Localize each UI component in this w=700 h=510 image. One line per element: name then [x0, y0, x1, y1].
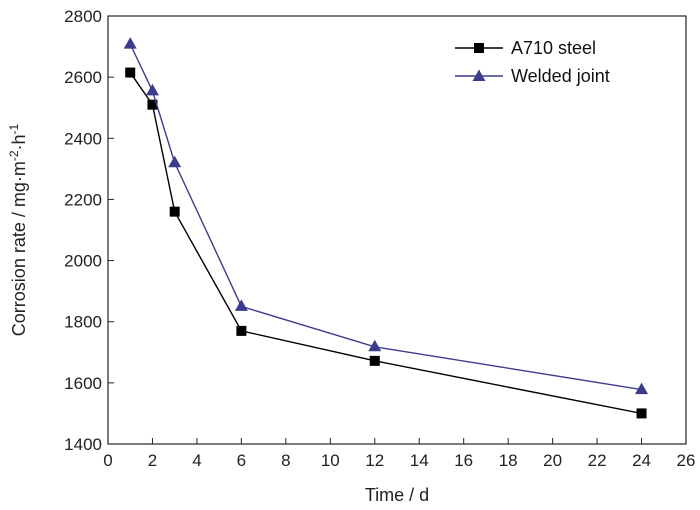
y-tick-label: 2200 [64, 190, 102, 209]
series-line-a710-steel [129, 72, 642, 415]
x-tick-label: 26 [677, 451, 696, 470]
series-layer [123, 37, 649, 419]
x-tick-label: 6 [237, 451, 246, 470]
data-point-a710-steel [369, 355, 380, 366]
data-point-welded-joint [168, 155, 182, 168]
x-tick-label: 8 [281, 451, 290, 470]
y-tick-label: 1800 [64, 313, 102, 332]
x-tick-label: 2 [148, 451, 157, 470]
y-axis-title-sup-2: -1 [7, 123, 21, 134]
data-point-welded-joint [635, 382, 649, 395]
y-tick-label: 2400 [64, 129, 102, 148]
data-point-welded-joint [234, 299, 248, 311]
plot-frame [107, 15, 687, 445]
series-line-welded-joint [129, 43, 642, 391]
y-axis-title-mid: ·h [9, 134, 29, 150]
data-point-a710-steel [169, 206, 180, 217]
y-axis: 1400 1600 1800 2000 2200 2400 2600 2800 [64, 7, 114, 454]
legend-marker-square [474, 43, 484, 53]
y-axis-title: Corrosion rate / mg·m-2·h-1 [7, 123, 29, 336]
y-tick-label: 2600 [64, 68, 102, 87]
x-tick-label: 0 [103, 451, 112, 470]
data-point-welded-joint [123, 37, 137, 49]
x-tick-label: 12 [365, 451, 384, 470]
y-axis-title-main: Corrosion rate / mg·m [9, 161, 29, 336]
data-point-welded-joint [368, 339, 382, 352]
x-tick-label: 22 [588, 451, 607, 470]
x-axis-title: Time / d [365, 485, 429, 505]
data-point-a710-steel [236, 325, 247, 336]
legend-label-a710: A710 steel [511, 38, 596, 58]
legend-marker-triangle [472, 69, 486, 81]
x-tick-label: 24 [632, 451, 651, 470]
data-point-a710-steel [147, 99, 158, 110]
data-point-a710-steel [636, 408, 647, 419]
x-axis: 0 2 4 6 8 10 12 14 16 18 20 22 24 26 [103, 438, 695, 470]
y-tick-label: 1600 [64, 374, 102, 393]
legend-label-welded: Welded joint [511, 66, 610, 86]
x-tick-label: 20 [543, 451, 562, 470]
y-tick-label: 2800 [64, 7, 102, 26]
y-tick-label: 2000 [64, 252, 102, 271]
y-tick-label: 1400 [64, 435, 102, 454]
y-axis-title-sup-1: -2 [7, 150, 21, 161]
x-tick-label: 4 [192, 451, 201, 470]
legend-item-welded-joint: Welded joint [455, 66, 610, 86]
x-tick-label: 18 [499, 451, 518, 470]
data-point-welded-joint [145, 83, 159, 96]
x-tick-label: 16 [454, 451, 473, 470]
x-tick-label: 10 [321, 451, 340, 470]
x-tick-label: 14 [410, 451, 429, 470]
legend-item-a710-steel: A710 steel [455, 38, 596, 58]
data-point-a710-steel [125, 67, 136, 78]
legend: A710 steel Welded joint [455, 38, 610, 86]
